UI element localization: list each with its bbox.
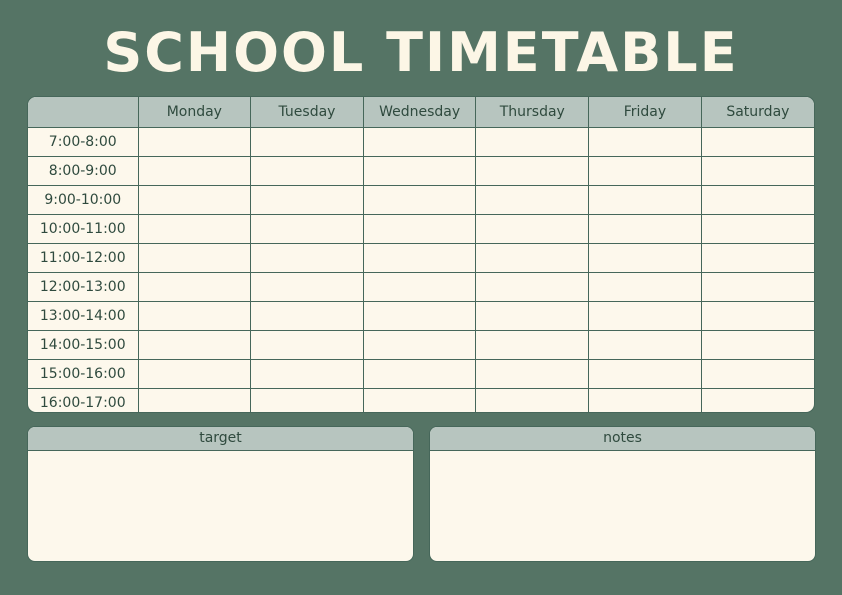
table-row: 11:00-12:00 <box>28 243 814 273</box>
schedule-cell[interactable] <box>250 127 364 157</box>
schedule-cell[interactable] <box>137 243 252 273</box>
header-row: Monday Tuesday Wednesday Thursday Friday Satu… <box>28 97 814 128</box>
day-header-wednesday: Wednesday <box>362 97 477 128</box>
schedule-cell[interactable] <box>250 156 364 186</box>
schedule-cell[interactable] <box>475 272 590 302</box>
schedule-cell[interactable] <box>588 185 702 215</box>
schedule-cell[interactable] <box>362 156 477 186</box>
schedule-cell[interactable] <box>700 185 814 215</box>
corner-cell <box>28 97 139 128</box>
day-header-thursday: Thursday <box>475 97 590 128</box>
page-title: SCHOOL TIMETABLE <box>103 21 739 84</box>
schedule-cell[interactable] <box>700 388 814 412</box>
schedule-cell[interactable] <box>700 330 814 360</box>
time-slot-label: 15:00-16:00 <box>28 359 139 389</box>
schedule-cell[interactable] <box>588 359 702 389</box>
table-row: 12:00-13:00 <box>28 272 814 302</box>
day-header-tuesday: Tuesday <box>250 97 364 128</box>
schedule-cell[interactable] <box>137 388 252 412</box>
notes-box: notes <box>429 426 816 562</box>
table-row: 9:00-10:00 <box>28 185 814 215</box>
schedule-cell[interactable] <box>250 301 364 331</box>
target-box: target <box>27 426 414 562</box>
schedule-cell[interactable] <box>137 185 252 215</box>
schedule-cell[interactable] <box>250 359 364 389</box>
schedule-cell[interactable] <box>475 301 590 331</box>
timetable: Monday Tuesday Wednesday Thursday Friday Satu… <box>27 96 815 413</box>
schedule-cell[interactable] <box>700 272 814 302</box>
schedule-cell[interactable] <box>588 127 702 157</box>
table-row: 13:00-14:00 <box>28 301 814 331</box>
schedule-cell[interactable] <box>137 301 252 331</box>
schedule-cell[interactable] <box>475 359 590 389</box>
schedule-cell[interactable] <box>588 214 702 244</box>
notes-header: notes <box>430 427 815 451</box>
schedule-cell[interactable] <box>475 185 590 215</box>
schedule-cell[interactable] <box>250 243 364 273</box>
table-row: 7:00-8:00 <box>28 127 814 157</box>
schedule-cell[interactable] <box>362 388 477 412</box>
schedule-cell[interactable] <box>588 156 702 186</box>
time-slot-label: 9:00-10:00 <box>28 185 139 215</box>
schedule-cell[interactable] <box>700 214 814 244</box>
time-slot-label: 7:00-8:00 <box>28 127 139 157</box>
schedule-cell[interactable] <box>700 243 814 273</box>
schedule-cell[interactable] <box>362 243 477 273</box>
schedule-cell[interactable] <box>137 359 252 389</box>
schedule-cell[interactable] <box>588 272 702 302</box>
schedule-cell[interactable] <box>362 214 477 244</box>
time-slot-label: 13:00-14:00 <box>28 301 139 331</box>
day-header-monday: Monday <box>137 97 252 128</box>
schedule-cell[interactable] <box>362 127 477 157</box>
table-row: 8:00-9:00 <box>28 156 814 186</box>
schedule-cell[interactable] <box>137 330 252 360</box>
time-slot-label: 14:00-15:00 <box>28 330 139 360</box>
table-row: 10:00-11:00 <box>28 214 814 244</box>
time-slot-label: 12:00-13:00 <box>28 272 139 302</box>
schedule-cell[interactable] <box>137 127 252 157</box>
time-slot-label: 10:00-11:00 <box>28 214 139 244</box>
day-header-saturday: Saturday <box>700 97 814 128</box>
schedule-cell[interactable] <box>362 359 477 389</box>
schedule-cell[interactable] <box>700 301 814 331</box>
time-slot-label: 16:00-17:00 <box>28 388 139 412</box>
table-row: 15:00-16:00 <box>28 359 814 389</box>
schedule-cell[interactable] <box>137 214 252 244</box>
schedule-cell[interactable] <box>475 388 590 412</box>
schedule-cell[interactable] <box>475 214 590 244</box>
schedule-cell[interactable] <box>700 156 814 186</box>
schedule-cell[interactable] <box>700 359 814 389</box>
schedule-cell[interactable] <box>700 127 814 157</box>
schedule-cell[interactable] <box>250 388 364 412</box>
schedule-cell[interactable] <box>475 156 590 186</box>
schedule-cell[interactable] <box>137 156 252 186</box>
schedule-cell[interactable] <box>362 301 477 331</box>
schedule-cell[interactable] <box>588 243 702 273</box>
target-header: target <box>28 427 413 451</box>
schedule-cell[interactable] <box>588 330 702 360</box>
schedule-cell[interactable] <box>250 185 364 215</box>
schedule-cell[interactable] <box>137 272 252 302</box>
schedule-cell[interactable] <box>475 330 590 360</box>
schedule-cell[interactable] <box>362 272 477 302</box>
schedule-cell[interactable] <box>588 388 702 412</box>
table-row: 16:00-17:00 <box>28 388 814 412</box>
schedule-cell[interactable] <box>250 272 364 302</box>
day-header-friday: Friday <box>588 97 702 128</box>
time-slot-label: 11:00-12:00 <box>28 243 139 273</box>
schedule-cell[interactable] <box>588 301 702 331</box>
time-slot-label: 8:00-9:00 <box>28 156 139 186</box>
schedule-cell[interactable] <box>475 127 590 157</box>
schedule-cell[interactable] <box>362 330 477 360</box>
schedule-cell[interactable] <box>250 214 364 244</box>
schedule-cell[interactable] <box>250 330 364 360</box>
table-row: 14:00-15:00 <box>28 330 814 360</box>
schedule-cell[interactable] <box>475 243 590 273</box>
schedule-cell[interactable] <box>362 185 477 215</box>
